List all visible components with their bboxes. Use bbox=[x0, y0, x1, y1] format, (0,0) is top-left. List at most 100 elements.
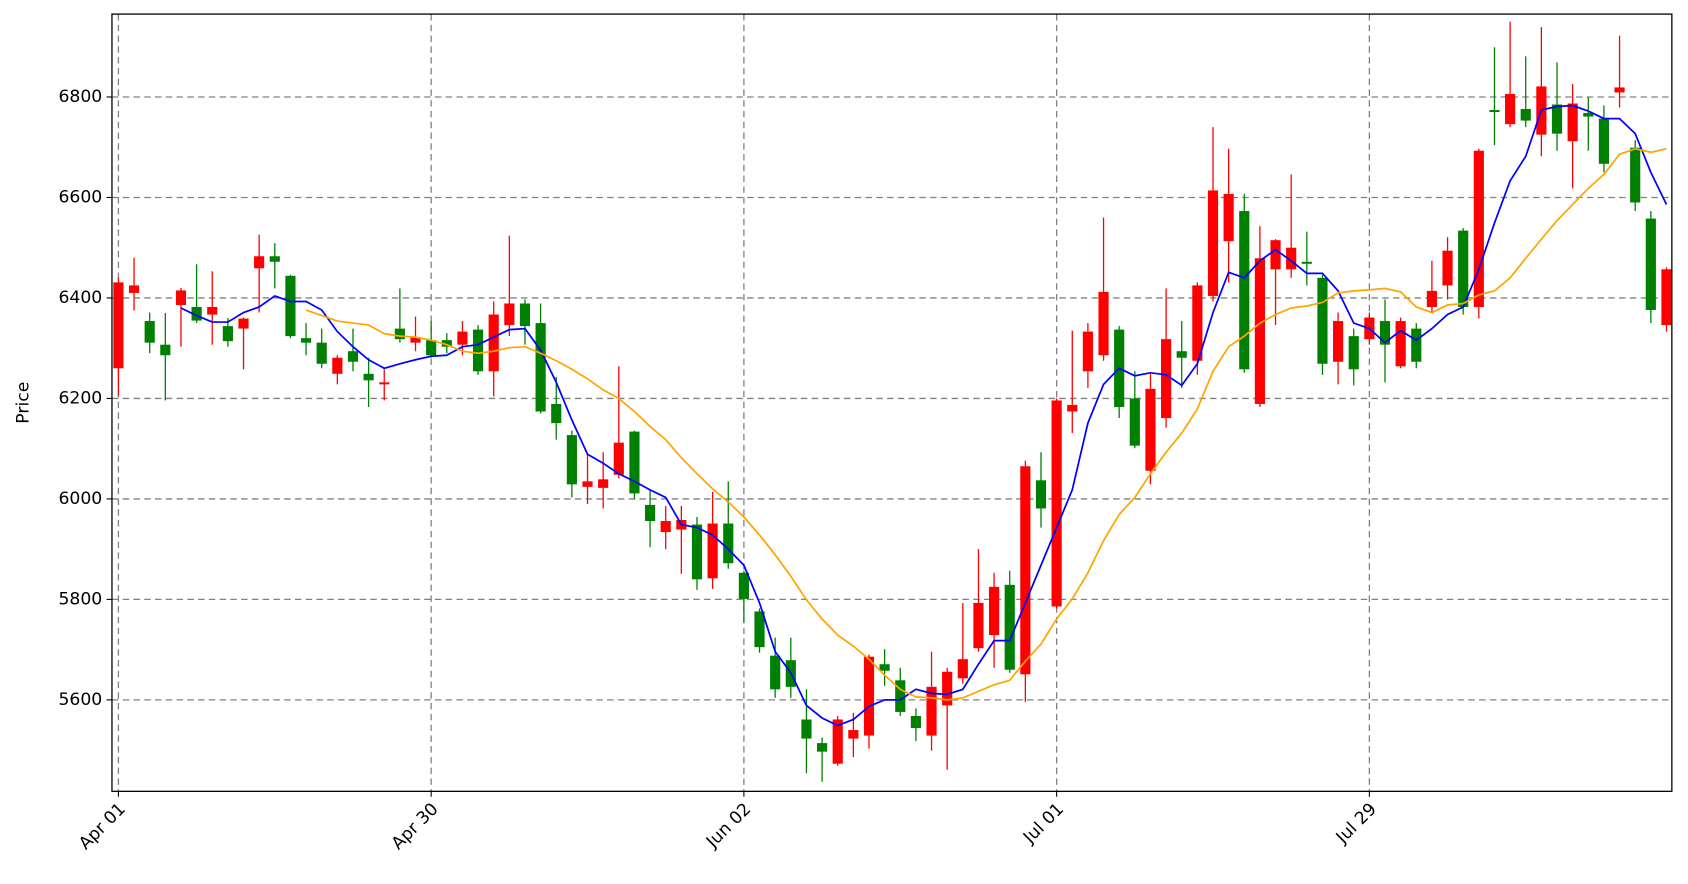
candle-body bbox=[1161, 339, 1172, 419]
candle-body bbox=[691, 524, 703, 580]
candle-body bbox=[1630, 147, 1641, 203]
candle-body bbox=[1051, 400, 1062, 607]
candle-body bbox=[1348, 336, 1359, 370]
candle-body bbox=[926, 686, 937, 736]
candle-body bbox=[1254, 258, 1265, 404]
candle-body bbox=[1020, 466, 1031, 675]
candle-body bbox=[222, 326, 233, 342]
candle-body bbox=[1145, 388, 1156, 471]
candle-body bbox=[1098, 291, 1109, 356]
candle-body bbox=[285, 275, 296, 337]
candle-body bbox=[551, 403, 562, 424]
candle-body bbox=[504, 303, 515, 326]
y-tick-label: 6000 bbox=[58, 489, 102, 509]
candle-body bbox=[1567, 103, 1578, 142]
candle-body bbox=[269, 256, 280, 262]
candle-body bbox=[1379, 321, 1391, 345]
candle-body bbox=[629, 431, 640, 494]
candle-body bbox=[347, 351, 359, 362]
candle-body bbox=[942, 671, 953, 706]
candle-body bbox=[1239, 211, 1250, 370]
x-tick-label: Jul 01 bbox=[1019, 799, 1068, 848]
candle-body bbox=[910, 715, 921, 729]
candle-body bbox=[738, 572, 749, 599]
candle-body bbox=[410, 337, 421, 343]
candle-body bbox=[254, 256, 265, 269]
candle-body bbox=[660, 521, 671, 533]
candle-body bbox=[1520, 109, 1531, 121]
candle-body bbox=[1035, 480, 1047, 509]
candle-body bbox=[1395, 321, 1406, 367]
candle-body bbox=[801, 719, 812, 739]
y-tick-label: 5800 bbox=[58, 589, 102, 609]
candle-body bbox=[754, 611, 765, 648]
candle-body bbox=[1411, 328, 1422, 362]
candle-body bbox=[519, 303, 531, 327]
x-tick-label: Jun 02 bbox=[702, 799, 755, 852]
candle-body bbox=[457, 331, 468, 345]
x-tick-label: Jul 29 bbox=[1332, 799, 1381, 848]
candle-body bbox=[895, 680, 906, 712]
candle-body bbox=[1223, 193, 1234, 242]
candle-body bbox=[1505, 93, 1516, 125]
candle-body bbox=[238, 318, 249, 329]
candle-body bbox=[488, 314, 499, 372]
candle-body bbox=[128, 285, 140, 293]
candle-body bbox=[1551, 104, 1563, 134]
candle-body bbox=[848, 730, 859, 739]
candle-body bbox=[1301, 261, 1312, 264]
candle-body bbox=[535, 323, 546, 412]
candle-body bbox=[1473, 150, 1484, 307]
candle-body bbox=[973, 602, 984, 649]
y-tick-label: 6800 bbox=[58, 87, 102, 107]
candle-body bbox=[316, 342, 327, 364]
candle-body bbox=[1004, 584, 1015, 670]
candle-body bbox=[160, 344, 171, 356]
candle-body bbox=[1426, 290, 1437, 307]
candle-body bbox=[644, 504, 656, 522]
candle-body bbox=[1082, 331, 1093, 372]
candle-body bbox=[363, 373, 374, 381]
candle-body bbox=[394, 328, 405, 340]
x-tick-label: Apr 30 bbox=[388, 799, 443, 854]
candle-body bbox=[472, 329, 484, 372]
candle-body bbox=[707, 523, 718, 579]
candle-body bbox=[1661, 269, 1672, 326]
candle-body bbox=[989, 586, 1000, 636]
candle-body bbox=[441, 340, 452, 347]
candle-body bbox=[379, 382, 390, 385]
candle-body bbox=[723, 523, 734, 564]
candle-body bbox=[1458, 230, 1469, 307]
y-axis-label: Price bbox=[14, 382, 34, 424]
candle-body bbox=[816, 743, 828, 752]
candle-body bbox=[1583, 113, 1594, 117]
candle-body bbox=[113, 282, 124, 369]
candle-body bbox=[1645, 218, 1656, 311]
candle-body bbox=[1286, 247, 1297, 270]
candle-body bbox=[1333, 321, 1344, 362]
candle-body bbox=[879, 664, 890, 671]
candle-body bbox=[1067, 404, 1078, 412]
moving-average-line bbox=[180, 104, 1668, 727]
candle-body bbox=[144, 321, 155, 343]
y-tick-label: 5600 bbox=[58, 690, 102, 710]
candle-body bbox=[1598, 118, 1610, 164]
y-tick-label: 6600 bbox=[58, 187, 102, 207]
candle-body bbox=[1192, 285, 1203, 361]
candle-body bbox=[1129, 398, 1140, 446]
candle-body bbox=[426, 340, 437, 356]
x-tick-label: Apr 01 bbox=[75, 799, 130, 854]
candle-body bbox=[1270, 240, 1281, 270]
candle-body bbox=[566, 435, 577, 485]
candle-body bbox=[191, 306, 202, 321]
candle-body bbox=[1317, 277, 1328, 364]
candle-body bbox=[1489, 110, 1500, 113]
candle-body bbox=[770, 655, 781, 690]
candle-body bbox=[582, 481, 593, 487]
plot-frame bbox=[111, 13, 1673, 792]
candle-body bbox=[598, 479, 609, 488]
y-tick-label: 6200 bbox=[58, 388, 102, 408]
candle-body bbox=[332, 357, 343, 374]
candle-body bbox=[1176, 351, 1187, 358]
candle-body bbox=[957, 659, 968, 679]
